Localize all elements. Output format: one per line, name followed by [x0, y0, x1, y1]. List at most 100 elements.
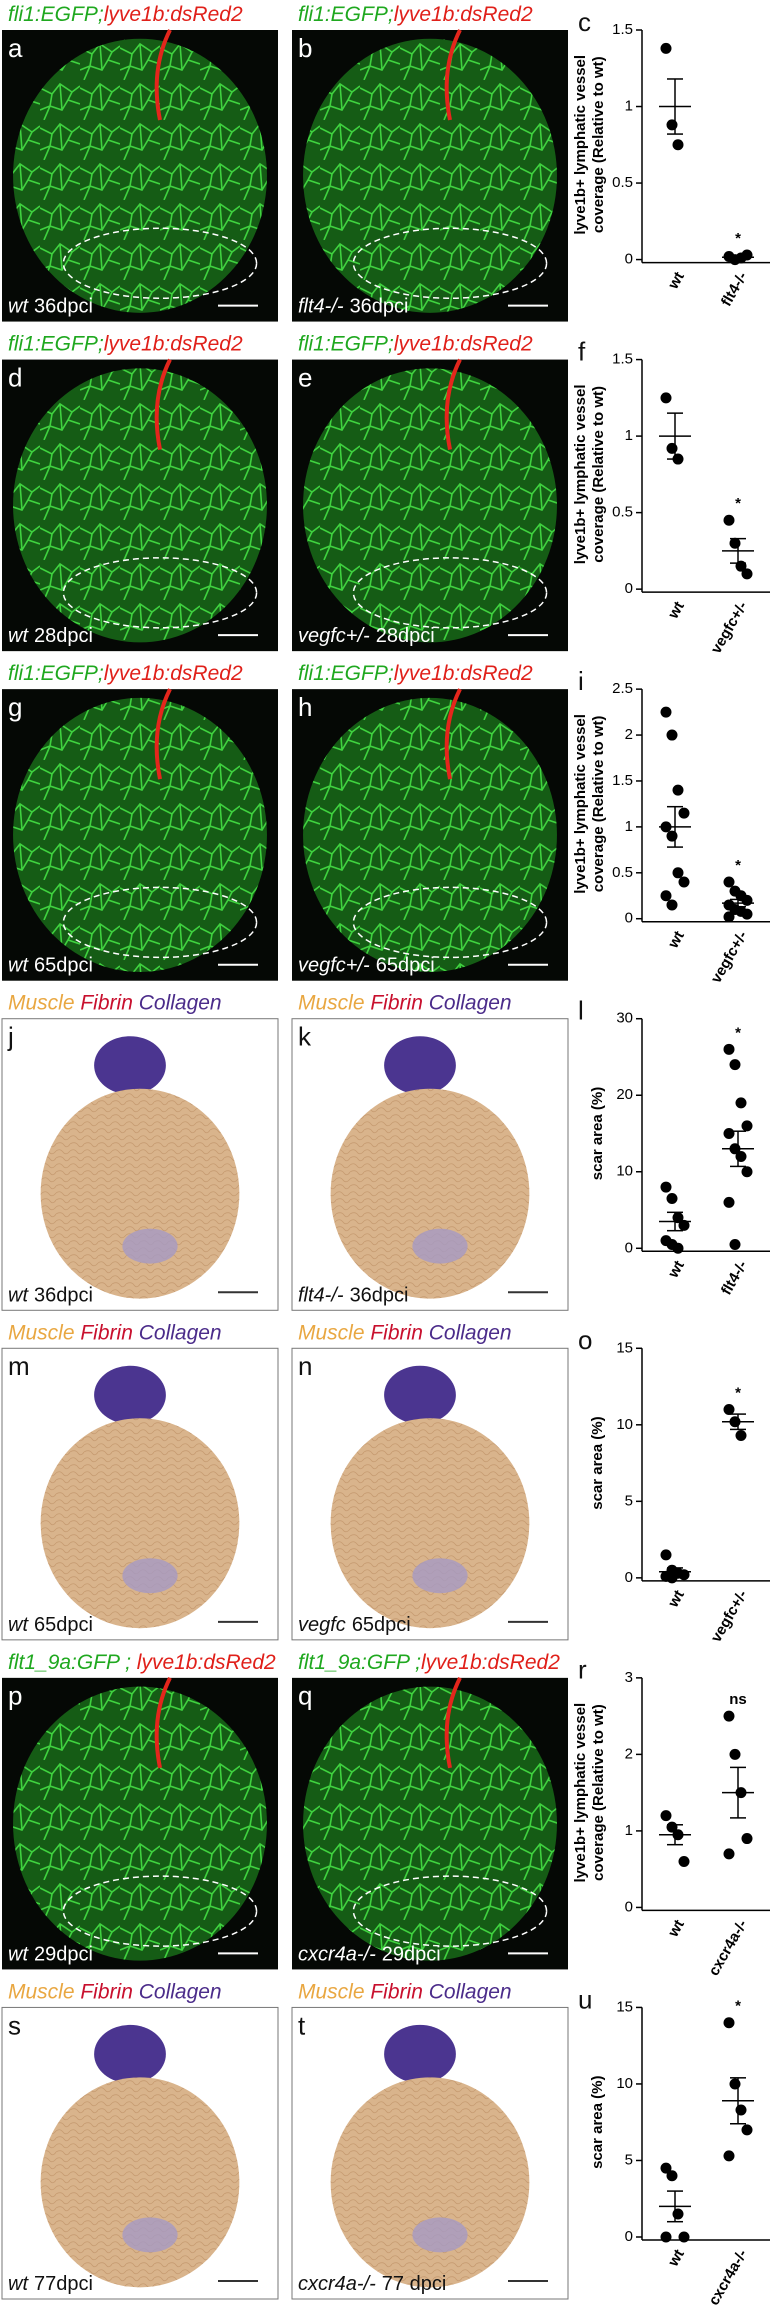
- stage: 36dpci: [34, 296, 93, 318]
- data-point: [678, 876, 690, 888]
- header-part: lyve1b:dsRed2: [421, 1650, 560, 1673]
- genotype: wt: [8, 1285, 29, 1307]
- stage: 77dpci: [34, 2273, 93, 2295]
- header-part: fli1:EGFP;: [298, 3, 394, 26]
- vessels: [13, 1686, 267, 1961]
- data-point: [723, 1404, 735, 1416]
- significance: *: [735, 1384, 741, 1401]
- data-point: [678, 807, 690, 819]
- data-point: [723, 876, 735, 888]
- data-point: [678, 1569, 690, 1581]
- genotype: wt: [8, 1944, 29, 1966]
- panel-header: fli1:EGFP;lyve1b:dsRed2: [8, 332, 243, 355]
- panel-caption: flt4-/- 36dpci: [298, 1285, 409, 1307]
- genotype: flt4-/-: [298, 1285, 344, 1307]
- header-part: Collagen: [139, 1980, 222, 2003]
- header-part: Collagen: [139, 1321, 222, 1344]
- data-point: [735, 1430, 747, 1442]
- panel-header: fli1:EGFP;lyve1b:dsRed2: [8, 662, 243, 685]
- x-tick-label: cxcr4a-/-: [705, 2246, 751, 2307]
- genotype: wt: [8, 955, 29, 977]
- x-tick-label: wt: [664, 599, 688, 623]
- y-tick-label: 1: [625, 1822, 633, 1839]
- stage: 36dpci: [350, 1285, 409, 1307]
- significance: *: [735, 857, 741, 874]
- y-axis-label: lyve1b+ lymphatic vessel: [572, 385, 589, 565]
- data-point: [723, 1710, 735, 1722]
- data-point: [660, 1181, 672, 1193]
- data-point: [723, 2017, 735, 2029]
- genotype: flt4-/-: [298, 296, 344, 318]
- data-point: [741, 568, 753, 580]
- y-tick-label: 2.5: [612, 680, 633, 697]
- header-part: Collagen: [429, 1321, 512, 1344]
- data-point: [678, 1219, 690, 1231]
- x-tick-label: wt: [664, 928, 688, 952]
- panel-caption: vegfc+/- 65dpci: [298, 955, 435, 977]
- y-tick-label: 10: [616, 1416, 633, 1433]
- data-point: [666, 442, 678, 454]
- panel-header: flt1_9a:GFP ; lyve1b:dsRed2: [8, 1650, 276, 1673]
- genotype: cxcr4a-/-: [298, 1944, 376, 1966]
- header-part: Fibrin: [80, 991, 138, 1014]
- vessels: [13, 697, 267, 972]
- panel-letter: q: [298, 1681, 312, 1711]
- x-tick-label: wt: [664, 269, 688, 293]
- panel-letter: s: [8, 2010, 21, 2040]
- significance: *: [735, 230, 741, 247]
- x-tick-label: vegfc+/-: [708, 1587, 751, 1645]
- data-point: [723, 514, 735, 526]
- y-axis-label: lyve1b+ lymphatic vessel: [572, 55, 589, 235]
- header-part: Collagen: [429, 1980, 512, 2003]
- header-part: flt1_9a:GFP ;: [8, 1650, 137, 1673]
- header-part: lyve1b:dsRed2: [394, 3, 533, 26]
- y-axis-label: lyve1b+ lymphatic vessel: [572, 714, 589, 894]
- scar: [412, 1228, 468, 1264]
- y-tick-label: 10: [616, 1163, 633, 1180]
- y-axis-label: coverage (Relative to wt): [590, 716, 607, 893]
- data-point: [723, 2150, 735, 2162]
- header-part: Collagen: [429, 991, 512, 1014]
- genotype: wt: [8, 1614, 29, 1636]
- injury-outline: [352, 886, 548, 959]
- data-point: [729, 1059, 741, 1071]
- panel-header: Muscle Fibrin Collagen: [8, 1980, 222, 2003]
- y-tick-label: 0: [625, 910, 633, 927]
- y-tick-label: 0: [625, 1569, 633, 1586]
- panel-letter: j: [7, 1022, 14, 1052]
- data-point: [729, 1748, 741, 1760]
- y-axis-label: coverage (Relative to wt): [590, 386, 607, 563]
- stage: 28dpci: [376, 625, 435, 647]
- data-point: [678, 2231, 690, 2243]
- panel-letter: d: [8, 362, 22, 392]
- header-part: Muscle: [298, 1980, 370, 2003]
- panel-header: fli1:EGFP;lyve1b:dsRed2: [298, 662, 533, 685]
- panel-letter: t: [298, 2010, 306, 2040]
- red-vessel: [154, 29, 172, 121]
- stage: 65dpci: [34, 1614, 93, 1636]
- header-part: Muscle: [8, 991, 80, 1014]
- scar: [122, 1558, 178, 1594]
- red-vessel: [444, 688, 462, 780]
- genotype: wt: [8, 296, 29, 318]
- y-tick-label: 0.5: [612, 174, 633, 191]
- atrium: [94, 1365, 166, 1425]
- stage: 29dpci: [382, 1944, 441, 1966]
- ventricle-texture: [330, 1418, 530, 1629]
- data-point: [666, 1572, 678, 1584]
- panel-header: fli1:EGFP;lyve1b:dsRed2: [8, 3, 243, 26]
- red-vessel: [444, 1676, 462, 1769]
- y-tick-label: 5: [625, 1492, 633, 1509]
- stage: 36dpci: [34, 1285, 93, 1307]
- x-tick-label: flt4-/-: [718, 1258, 751, 1298]
- red-vessel: [154, 1676, 172, 1769]
- stage: 29dpci: [34, 1944, 93, 1966]
- panel-caption: wt 65dpci: [8, 955, 93, 977]
- header-part: Muscle: [298, 991, 370, 1014]
- panel-caption: wt 77dpci: [8, 2273, 93, 2295]
- y-tick-label: 2: [625, 1745, 633, 1762]
- ventricle-texture: [330, 2077, 530, 2288]
- injury-outline: [352, 1875, 548, 1947]
- data-point: [741, 1166, 753, 1178]
- y-tick-label: 20: [616, 1086, 633, 1103]
